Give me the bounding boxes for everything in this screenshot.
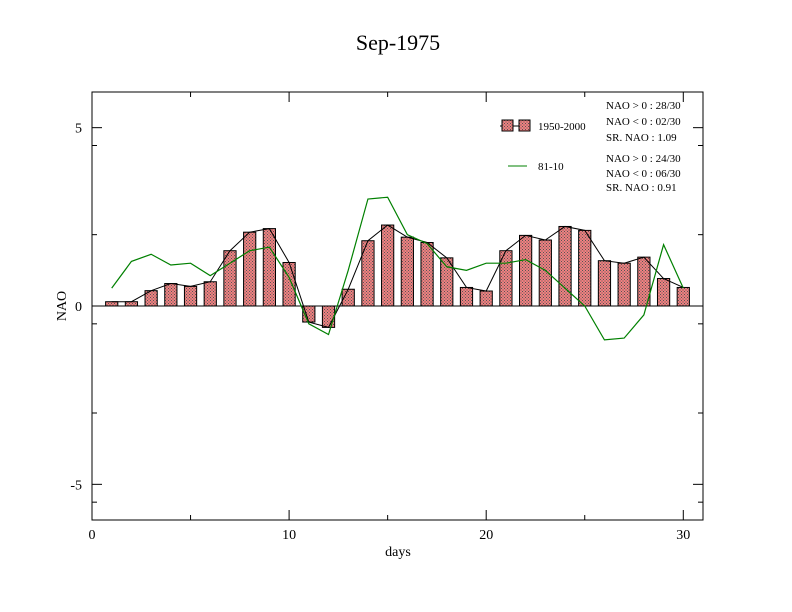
bar	[164, 283, 178, 307]
bar	[262, 228, 276, 307]
y-tick-label: 0	[75, 300, 82, 315]
bar	[538, 239, 552, 307]
series-lines	[111, 196, 684, 341]
line-1950-2000	[111, 224, 684, 328]
legend-stat-1-line-1: NAO > 0 : 28/30	[606, 100, 681, 112]
y-tick-label: -5	[70, 478, 82, 493]
bar	[243, 231, 257, 307]
bar	[617, 262, 631, 307]
bar	[400, 236, 414, 307]
bar	[676, 286, 690, 307]
bar	[183, 285, 198, 307]
bar	[321, 305, 336, 328]
legend-stat-2-line-2: NAO < 0 : 06/30	[606, 168, 681, 180]
x-tick-label: 0	[89, 528, 96, 543]
legend-label-1950-2000: 1950-2000	[538, 121, 586, 133]
bar	[558, 225, 572, 307]
x-tick-label: 20	[479, 528, 493, 543]
x-tick-label: 10	[282, 528, 296, 543]
bar	[578, 229, 592, 307]
bar	[459, 286, 474, 307]
chart-title: Sep-1975	[356, 30, 440, 55]
legend-stat-1-line-3: SR. NAO : 1.09	[606, 132, 677, 144]
bar	[282, 261, 296, 307]
y-axis-label: NAO	[55, 291, 70, 321]
bar	[124, 301, 139, 307]
legend-stat-2-line-3: SR. NAO : 0.91	[606, 182, 677, 194]
bar	[519, 234, 533, 307]
legend-swatch-1950-2000-a	[501, 119, 514, 132]
legend-swatch-1950-2000-b	[518, 119, 531, 132]
axis-ticks: 0 10 20 30 -5 0 5	[70, 92, 703, 543]
bars-1950-2000	[105, 224, 690, 328]
bar	[223, 250, 237, 307]
legend: 1950-2000 81-10 NAO > 0 : 28/30 NAO < 0 …	[500, 100, 681, 194]
line-81-10	[111, 196, 684, 341]
legend-label-81-10: 81-10	[538, 161, 564, 173]
bar	[105, 301, 119, 307]
x-axis-label: days	[385, 545, 411, 560]
bar	[420, 242, 434, 307]
bar	[381, 224, 395, 307]
bar	[203, 281, 217, 307]
bar	[597, 260, 612, 307]
y-tick-label: 5	[75, 122, 82, 137]
legend-stat-1-line-2: NAO < 0 : 02/30	[606, 116, 681, 128]
legend-stat-2-line-1: NAO > 0 : 24/30	[606, 153, 681, 165]
bar	[656, 278, 671, 307]
bar	[479, 290, 493, 307]
x-tick-label: 30	[676, 528, 690, 543]
